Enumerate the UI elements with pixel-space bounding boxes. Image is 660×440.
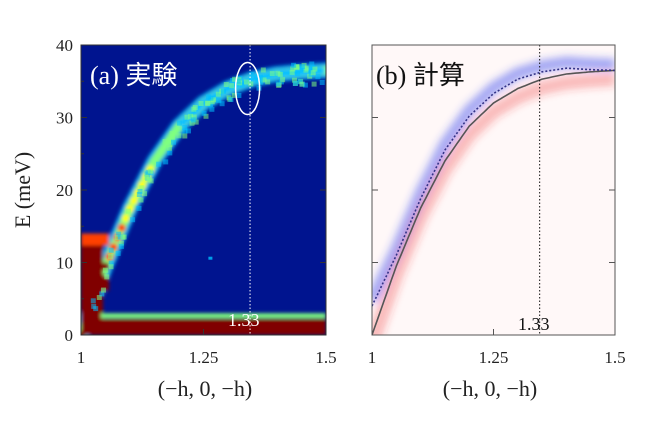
x-tick-label: 1.5 — [604, 348, 625, 367]
series-line-solid — [372, 69, 615, 335]
panel-a-highlight-ellipse — [234, 61, 261, 116]
y-tick-label: 20 — [56, 181, 73, 200]
panel-b: 1 1.25 1.5 (b) 計算 1.33 (−h, 0, −h) — [368, 44, 626, 401]
x-tick-label: 1.25 — [479, 348, 509, 367]
panel-a-heatmap — [81, 61, 326, 335]
series-line-dotted — [372, 67, 615, 307]
panel-a-x-axis-label: (−h, 0, −h) — [158, 376, 252, 401]
y-tick-label: 40 — [56, 36, 73, 55]
y-tick-label: 10 — [56, 254, 73, 273]
panel-b-series — [372, 67, 615, 335]
panel-a: 0 10 20 30 40 1 1.25 1.5 (a) 実験 1.33 (−h, 0, −h… — [10, 36, 337, 401]
x-tick-label: 1.25 — [189, 348, 219, 367]
panel-a-background — [81, 45, 326, 335]
panel-b-label: (b) 計算 — [376, 61, 465, 90]
panel-b-ticks: 1 1.25 1.5 — [368, 44, 626, 367]
panel-b-intensity-bands — [372, 56, 615, 335]
y-tick-label: 30 — [56, 109, 73, 128]
panel-a-label: (a) 実験 — [90, 61, 177, 90]
panel-a-ticks: 0 10 20 30 40 1 1.25 1.5 — [56, 36, 337, 367]
x-tick-label: 1 — [368, 348, 377, 367]
panel-a-y-axis-label: E (meV) — [10, 152, 35, 228]
y-tick-label: 0 — [65, 326, 74, 345]
x-tick-label: 1 — [77, 348, 86, 367]
panel-b-x-axis-label: (−h, 0, −h) — [443, 376, 537, 401]
panel-a-marker-label: 1.33 — [228, 310, 260, 330]
x-tick-label: 1.5 — [315, 348, 336, 367]
panel-b-marker-label: 1.33 — [518, 314, 550, 334]
